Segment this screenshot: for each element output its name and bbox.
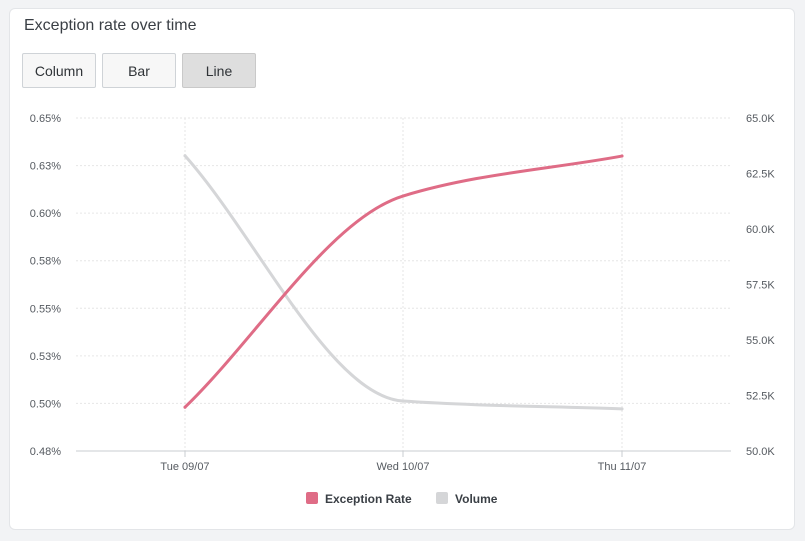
left-axis: 0.65% 0.63% 0.60% 0.58% 0.55% 0.53% 0.50% 0.48%	[30, 113, 61, 458]
y-left-tick-label: 0.50%	[30, 398, 61, 410]
legend: Exception Rate Volume	[306, 492, 498, 506]
chart-grid	[76, 117, 731, 451]
y-left-tick-label: 0.48%	[30, 446, 61, 458]
x-tick-label: Wed 10/07	[376, 461, 429, 473]
y-left-tick-label: 0.58%	[30, 256, 61, 268]
y-left-tick-label: 0.53%	[30, 351, 61, 363]
bar-button[interactable]: Bar	[102, 53, 176, 88]
y-right-tick-label: 50.0K	[746, 446, 775, 458]
y-left-tick-label: 0.63%	[30, 161, 61, 173]
legend-label: Volume	[455, 492, 498, 506]
data-point	[620, 154, 624, 158]
x-axis: Tue 09/07 Wed 10/07 Thu 11/07	[76, 450, 731, 473]
x-tick-label: Thu 11/07	[598, 461, 647, 473]
chart-card: Exception rate over time Column Bar Line	[9, 8, 795, 530]
y-left-tick-label: 0.65%	[30, 113, 61, 125]
data-point	[401, 399, 405, 403]
legend-swatch	[436, 492, 448, 504]
data-point	[183, 154, 187, 158]
y-right-tick-label: 57.5K	[746, 280, 775, 292]
series-line-volume	[183, 154, 624, 411]
y-right-tick-label: 62.5K	[746, 169, 775, 181]
right-axis: 65.0K 62.5K 60.0K 57.5K 55.0K 52.5K 50.0K	[746, 113, 775, 458]
column-button[interactable]: Column	[22, 53, 96, 88]
y-left-tick-label: 0.55%	[30, 303, 61, 315]
y-right-tick-label: 52.5K	[746, 391, 775, 403]
y-left-tick-label: 0.60%	[30, 208, 61, 220]
data-point	[401, 194, 405, 198]
series-line-exception-rate	[183, 154, 624, 409]
y-right-tick-label: 60.0K	[746, 224, 775, 236]
data-point	[183, 405, 187, 409]
legend-swatch	[306, 492, 318, 504]
x-tick-label: Tue 09/07	[160, 461, 209, 473]
y-right-tick-label: 55.0K	[746, 335, 775, 347]
legend-label: Exception Rate	[325, 492, 412, 506]
chart-title: Exception rate over time	[24, 17, 197, 34]
y-right-tick-label: 65.0K	[746, 113, 775, 125]
line-button[interactable]: Line	[182, 53, 256, 88]
data-point	[620, 407, 624, 411]
series-lines	[183, 154, 624, 411]
